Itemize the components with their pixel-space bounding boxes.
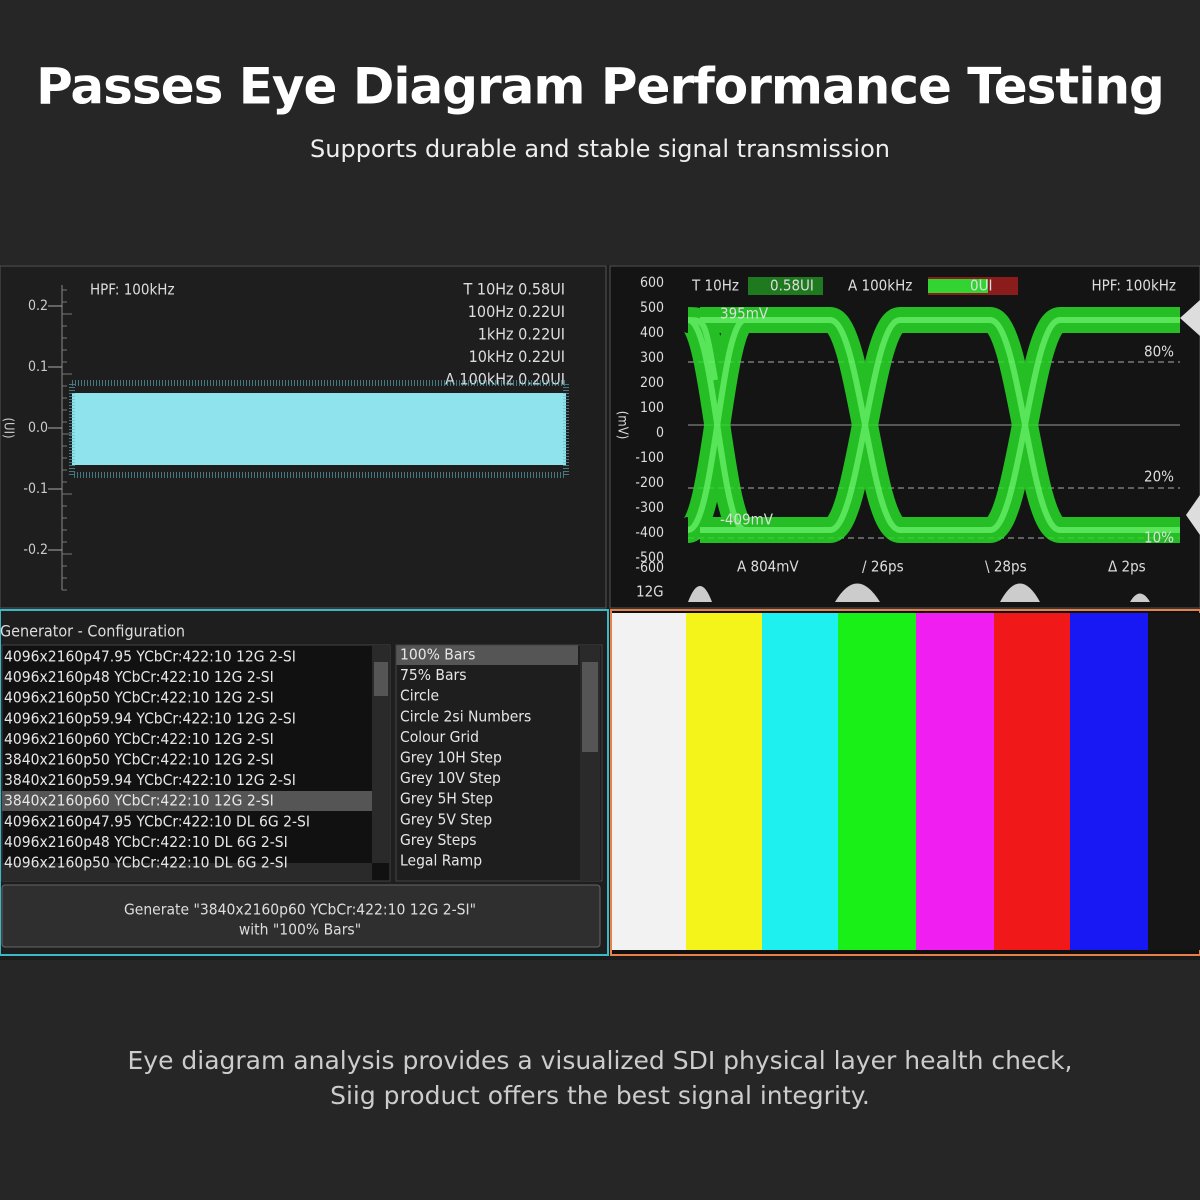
axis-label: -500 [635, 550, 664, 566]
format-item: 4096x2160p50 YCbCr:422:10 DL 6G 2-SI [4, 854, 288, 872]
eye-top-label: A 100kHz [848, 277, 912, 295]
format-item: 4096x2160p47.95 YCbCr:422:10 12G 2-SI [4, 648, 296, 666]
axis-label: -400 [635, 525, 664, 541]
format-item: 4096x2160p48 YCbCr:422:10 12G 2-SI [4, 668, 274, 686]
filter-label: HPF: 100kHz [90, 281, 175, 299]
footer-line: Siig product offers the best signal inte… [330, 1081, 870, 1110]
color-bar [994, 613, 1070, 950]
axis-label: -100 [635, 450, 664, 466]
meter-bar [748, 277, 823, 295]
pattern-item: Circle 2si Numbers [400, 707, 531, 725]
reading: 10kHz 0.22UI [469, 347, 565, 366]
reading: 100Hz 0.22UI [468, 302, 565, 321]
axis-label: 500 [640, 300, 664, 316]
eye-bottom-label: Δ 2ps [1108, 558, 1146, 576]
eye-top-label: 0.58UI [770, 277, 814, 295]
scroll-thumb[interactable] [582, 662, 598, 752]
axis-label: 0.0 [28, 420, 48, 436]
hscrollbar[interactable] [2, 863, 372, 881]
jitter-band [72, 393, 566, 465]
panel-title: Generator - Configuration [0, 622, 185, 641]
axis-label: -0.2 [23, 542, 48, 558]
axis-label: 0 [656, 425, 664, 441]
format-item: 4096x2160p60 YCbCr:422:10 12G 2-SI [4, 730, 274, 748]
pattern-item: Grey 10H Step [400, 749, 502, 767]
color-bar [686, 613, 762, 950]
subtitle: Supports durable and stable signal trans… [310, 135, 890, 163]
eye-trace-core [686, 317, 1180, 533]
axis-label: 400 [640, 325, 664, 341]
axis-label: -300 [635, 500, 664, 516]
generate-button[interactable] [1, 884, 601, 948]
axis-label: 300 [640, 350, 664, 366]
axis-unit: (mV) [615, 411, 630, 440]
format-item: 3840x2160p59.94 YCbCr:422:10 12G 2-SI [4, 771, 296, 789]
eye-top-label: 0UI [970, 277, 992, 295]
color-bar [762, 613, 838, 950]
pattern-item: 100% Bars [400, 646, 475, 664]
pattern-list [395, 644, 603, 882]
axis-label: 0.1 [28, 359, 48, 375]
level-label: -409mV [720, 511, 774, 529]
button-label: with "100% Bars" [239, 921, 361, 939]
format-item: 4096x2160p47.95 YCbCr:422:10 DL 6G 2-SI [4, 812, 310, 830]
percent-label: 80% [1144, 343, 1174, 361]
pattern-item: Grey 5V Step [400, 810, 492, 828]
pattern-item: Circle [400, 687, 439, 705]
format-item: 4096x2160p50 YCbCr:422:10 12G 2-SI [4, 689, 274, 707]
axis-label: 200 [640, 375, 664, 391]
color-bar [916, 613, 994, 950]
color-bar [838, 613, 916, 950]
axis-label: 0.2 [28, 298, 48, 314]
axis-unit: (UI) [1, 417, 16, 438]
reading: 1kHz 0.22UI [478, 325, 565, 344]
format-item: 3840x2160p60 YCbCr:422:10 12G 2-SI [4, 792, 274, 810]
percent-label: 10% [1144, 529, 1174, 547]
eye-bottom-label: / 26ps [862, 558, 904, 576]
color-bar [1148, 613, 1200, 950]
scroll-thumb[interactable] [374, 662, 388, 696]
pattern-item: Colour Grid [400, 728, 479, 746]
histogram [688, 583, 1150, 602]
color-bar [1070, 613, 1148, 950]
pattern-item: Grey 10V Step [400, 769, 501, 787]
axis-label: 100 [640, 400, 664, 416]
footer-line: Eye diagram analysis provides a visualiz… [127, 1046, 1072, 1075]
rate-label: 12G [636, 583, 664, 601]
button-label: Generate "3840x2160p60 YCbCr:422:10 12G … [124, 901, 476, 919]
format-item: 4096x2160p59.94 YCbCr:422:10 12G 2-SI [4, 709, 296, 727]
pattern-item: Legal Ramp [400, 852, 482, 870]
scroll-arrow [1180, 300, 1200, 535]
format-item: 3840x2160p50 YCbCr:422:10 12G 2-SI [4, 751, 274, 769]
percent-label: 20% [1144, 468, 1174, 486]
axis-label: -600 [635, 560, 664, 576]
format-list [1, 644, 391, 882]
format-item: 4096x2160p48 YCbCr:422:10 DL 6G 2-SI [4, 833, 288, 851]
axis-label: -0.1 [23, 481, 48, 497]
color-bar [612, 613, 686, 950]
selected-row [2, 791, 372, 811]
eye-top-label: T 10Hz [691, 277, 739, 295]
level-label: 395mV [720, 305, 769, 323]
meter-bar [928, 279, 988, 293]
pattern-item: Grey Steps [400, 831, 476, 849]
scrollbar[interactable] [372, 645, 390, 863]
title: Passes Eye Diagram Performance Testing [36, 58, 1164, 116]
axis-label: 600 [640, 275, 664, 291]
eye-bottom-label: \ 28ps [985, 558, 1027, 576]
eye-top-label: HPF: 100kHz [1091, 277, 1176, 295]
reading: T 10Hz 0.58UI [463, 280, 565, 299]
selected-row [396, 645, 578, 665]
axis-label: -200 [635, 475, 664, 491]
pattern-item: Grey 5H Step [400, 790, 493, 808]
eye-bottom-label: A 804mV [737, 558, 799, 576]
jitter-noise [69, 380, 569, 478]
pattern-item: 75% Bars [400, 666, 467, 684]
